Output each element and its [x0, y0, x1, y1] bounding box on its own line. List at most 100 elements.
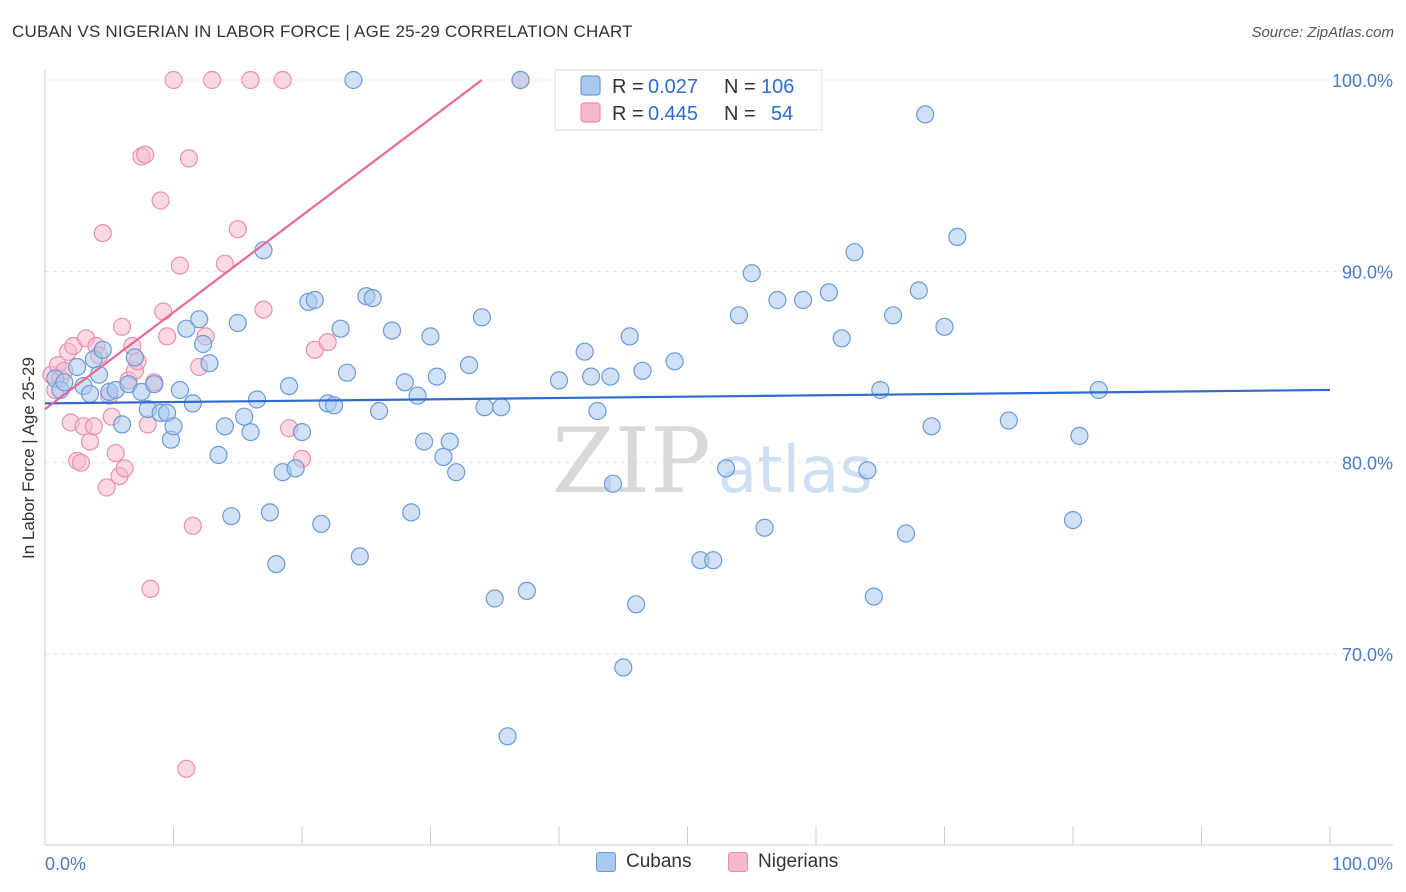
- cuban-point: [292, 423, 312, 442]
- cuban-point: [511, 70, 530, 90]
- axes: [44, 70, 1393, 846]
- cuban-point: [665, 352, 684, 371]
- cubans-label: Cubans: [626, 851, 692, 872]
- cuban-point: [190, 310, 209, 329]
- cuban-point: [871, 380, 890, 400]
- nigerian-point: [228, 220, 247, 239]
- cuban-point: [286, 459, 305, 478]
- cuban-point: [222, 507, 241, 526]
- cuban-point: [626, 595, 646, 614]
- cuban-point: [344, 70, 363, 90]
- cuban-point: [729, 306, 749, 325]
- cuban-point: [999, 411, 1018, 430]
- y-axis-label: In Labor Force | Age 25-29: [19, 357, 38, 559]
- cuban-point: [845, 243, 864, 262]
- legend-r-value-nigerians: 0.445: [648, 103, 698, 125]
- cuban-point: [67, 357, 87, 377]
- cuban-point: [460, 356, 479, 375]
- legend-r-label-nigerians: R =: [612, 103, 644, 125]
- nigerian-point: [106, 444, 125, 463]
- nigerian-point: [273, 70, 292, 90]
- cuban-point: [93, 340, 112, 359]
- nigerians-label: Nigerians: [758, 851, 839, 872]
- nigerian-points: [42, 70, 530, 778]
- cuban-point: [194, 334, 213, 354]
- cuban-point: [475, 398, 494, 417]
- cuban-point: [247, 390, 267, 409]
- legend-item-nigerians[interactable]: Nigerians: [728, 851, 838, 873]
- cuban-point: [164, 417, 183, 436]
- nigerian-point: [164, 70, 183, 90]
- legend-n-value-nigerians: 54: [771, 103, 793, 125]
- cuban-point: [267, 554, 286, 574]
- legend-r-label-cubans: R =: [612, 76, 644, 98]
- cuban-point: [305, 290, 324, 310]
- tick-labels: 70.0% 80.0% 90.0% 100.0% 0.0% 100.0%: [45, 71, 1393, 874]
- cuban-point: [183, 394, 202, 413]
- cuban-point: [331, 319, 350, 338]
- cuban-point: [768, 290, 787, 310]
- cuban-point: [215, 417, 234, 436]
- cuban-point: [421, 327, 440, 346]
- cuban-point: [742, 264, 761, 283]
- nigerians-swatch: [728, 852, 748, 872]
- legend-r-value-cubans: 0.027: [648, 76, 698, 98]
- cuban-point: [472, 308, 491, 327]
- nigerian-point: [179, 149, 198, 168]
- nigerian-point: [97, 478, 116, 497]
- nigerian-point: [254, 300, 273, 319]
- cuban-point: [935, 317, 954, 336]
- series-legend: Cubans Nigerians: [0, 851, 1406, 881]
- cuban-point: [498, 727, 517, 746]
- cuban-point: [1089, 380, 1108, 400]
- cuban-point: [112, 415, 132, 434]
- nigerian-point: [141, 579, 160, 599]
- cuban-point: [350, 547, 369, 566]
- cuban-point: [440, 432, 459, 451]
- chart-title: CUBAN VS NIGERIAN IN LABOR FORCE | AGE 2…: [12, 22, 633, 41]
- cuban-point: [896, 524, 916, 543]
- cuban-point: [382, 321, 402, 340]
- cuban-trendline: [44, 388, 1331, 405]
- cuban-point: [549, 371, 569, 390]
- cuban-point: [145, 375, 164, 394]
- nigerian-point: [151, 191, 170, 210]
- nigerian-point: [241, 70, 260, 90]
- cuban-point: [916, 105, 935, 124]
- legend-item-cubans[interactable]: Cubans: [596, 851, 692, 873]
- cuban-point: [200, 354, 219, 373]
- nigerian-point: [183, 516, 202, 535]
- legend-n-label-cubans: N =: [724, 76, 756, 98]
- legend-swatch-cubans: [580, 75, 601, 96]
- cuban-point: [485, 589, 504, 608]
- cuban-point: [280, 377, 299, 396]
- watermark: ZIP atlas: [552, 409, 873, 514]
- y-tick-label: 100.0%: [1332, 71, 1393, 91]
- y-tick-label: 80.0%: [1342, 454, 1393, 474]
- trendlines: [44, 79, 1331, 410]
- cuban-point: [408, 386, 427, 405]
- nigerian-point: [112, 317, 132, 336]
- cuban-point: [427, 367, 446, 386]
- cuban-point: [614, 658, 633, 677]
- watermark-zip: ZIP: [552, 409, 711, 514]
- watermark-atlas: atlas: [718, 434, 873, 508]
- cuban-point: [588, 401, 607, 421]
- nigerian-point: [170, 256, 189, 275]
- cuban-point: [922, 417, 941, 436]
- cuban-point: [633, 361, 652, 380]
- x-tick-label-max: 100.0%: [1332, 854, 1393, 874]
- cuban-point: [260, 503, 279, 522]
- y-tick-label: 70.0%: [1342, 645, 1393, 665]
- nigerian-point: [215, 254, 234, 273]
- x-tick-label-min: 0.0%: [45, 854, 86, 874]
- cuban-point: [755, 518, 774, 537]
- nigerian-point: [84, 417, 103, 436]
- cuban-point: [575, 342, 594, 361]
- nigerian-point: [115, 459, 134, 478]
- cuban-point: [434, 447, 453, 466]
- stats-legend: R = 0.027 N = 106 R = 0.445 N = 54: [554, 69, 823, 131]
- cuban-point: [170, 380, 189, 400]
- cuban-point: [370, 401, 389, 421]
- nigerian-trendline: [44, 79, 483, 410]
